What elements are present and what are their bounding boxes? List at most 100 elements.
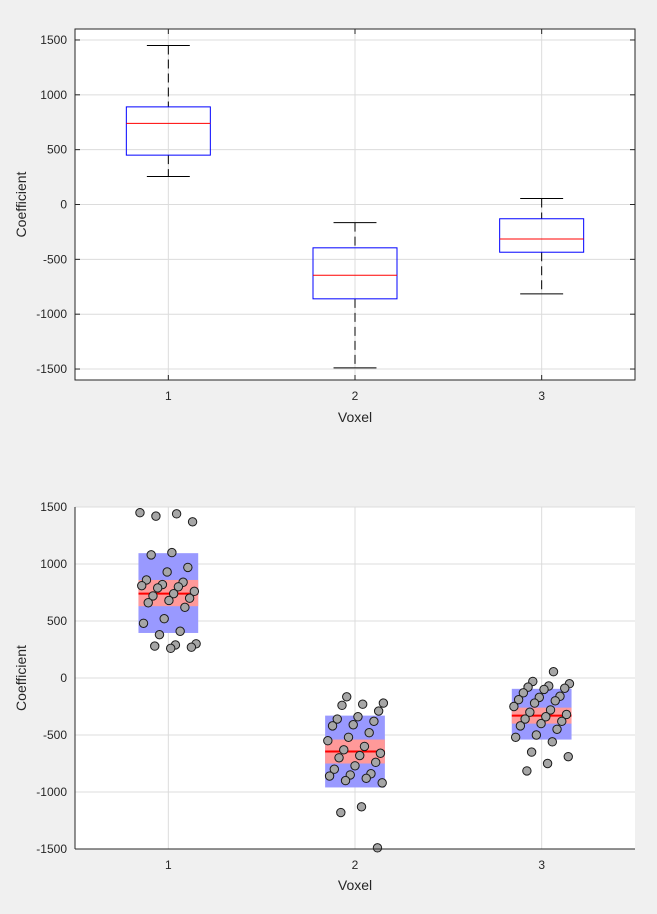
- data-point: [545, 705, 556, 715]
- data-point: [541, 712, 551, 722]
- data-point: [547, 737, 558, 747]
- tick-label-y: 500: [47, 143, 67, 157]
- data-point: [143, 598, 153, 608]
- data-point: [165, 643, 176, 654]
- data-point: [518, 688, 529, 698]
- data-point: [536, 718, 546, 729]
- data-point: [135, 508, 145, 518]
- data-point: [375, 748, 386, 758]
- tick-label-y: -1500: [36, 362, 67, 376]
- tick-label-y: -1000: [36, 307, 67, 321]
- data-point: [350, 761, 360, 771]
- data-point: [509, 701, 519, 712]
- data-point: [552, 724, 562, 734]
- tick-label-y: -1500: [36, 842, 67, 856]
- data-point: [353, 712, 363, 722]
- data-point: [340, 775, 351, 786]
- data-point: [542, 758, 553, 769]
- data-point: [548, 667, 559, 677]
- data-point: [343, 732, 354, 742]
- data-point: [563, 751, 573, 762]
- boxplot-chart: -1500 -1000 -500 0 500 1000 1500 1 2 3 Voxel Coef…: [13, 28, 636, 425]
- data-point: [513, 694, 524, 705]
- data-point: [355, 750, 365, 761]
- data-point: [175, 626, 185, 636]
- data-point: [525, 707, 535, 717]
- data-point: [520, 714, 530, 724]
- data-point: [529, 698, 540, 708]
- box-iqr: [312, 247, 398, 300]
- tick-label-x: 1: [165, 858, 172, 872]
- box-iqr: [125, 106, 211, 156]
- data-point: [337, 700, 347, 711]
- data-point: [557, 716, 567, 727]
- data-point: [357, 699, 368, 709]
- data-point: [377, 778, 387, 788]
- data-point: [186, 642, 197, 652]
- scatter-marks: [135, 508, 575, 853]
- data-point: [138, 618, 149, 628]
- data-point: [531, 730, 542, 740]
- data-point: [146, 550, 156, 560]
- data-point: [167, 547, 177, 558]
- box-iqr: [499, 218, 585, 253]
- data-point: [164, 595, 174, 606]
- data-point: [168, 588, 179, 599]
- data-point: [378, 698, 389, 708]
- data-point: [137, 580, 147, 591]
- tick-label-x: 2: [352, 858, 359, 872]
- scatter-chart: -1500 -1000 -500 0 500 1000 1500 1 2 3 Voxel Coef…: [13, 500, 635, 893]
- boxplot-marks: [125, 44, 585, 369]
- tick-label-y: -500: [43, 728, 67, 742]
- data-point: [329, 764, 340, 774]
- data-point: [180, 602, 190, 613]
- data-point: [560, 683, 570, 693]
- data-point: [324, 771, 335, 781]
- data-point: [327, 721, 338, 731]
- data-point: [373, 706, 384, 716]
- data-point: [152, 583, 163, 593]
- tick-label-x: 2: [352, 389, 359, 403]
- data-point: [187, 517, 198, 527]
- data-point: [162, 567, 172, 577]
- tick-label-y: 500: [47, 614, 67, 628]
- data-point: [173, 582, 184, 592]
- data-point: [348, 720, 358, 730]
- data-point: [171, 509, 182, 519]
- data-point: [189, 586, 200, 597]
- data-point: [151, 511, 161, 521]
- boxplot-y-axis-label: Coefficient: [13, 171, 29, 237]
- data-point: [526, 747, 537, 757]
- data-point: [336, 807, 346, 818]
- tick-label-y: 0: [60, 198, 67, 212]
- scatter-y-axis-label: Coefficient: [13, 645, 29, 711]
- data-point: [159, 614, 169, 624]
- tick-label-x: 1: [165, 389, 172, 403]
- data-point: [154, 629, 165, 640]
- data-point: [550, 696, 560, 706]
- tick-label-y: -500: [43, 252, 67, 266]
- data-point: [332, 714, 342, 724]
- scatter-x-axis-label: Voxel: [338, 877, 372, 893]
- data-point: [361, 773, 371, 784]
- data-point: [370, 757, 381, 768]
- tick-label-y: 0: [60, 671, 67, 685]
- boxplot-tick-labels: -1500 -1000 -500 0 500 1000 1500 1 2 3: [36, 29, 635, 403]
- data-point: [364, 728, 374, 738]
- data-point: [359, 741, 370, 752]
- data-point: [323, 736, 333, 746]
- tick-label-y: 1500: [40, 500, 67, 514]
- data-point: [356, 802, 367, 812]
- tick-label-y: 1000: [40, 557, 67, 571]
- tick-label-x: 3: [538, 858, 545, 872]
- tick-label-x: 3: [538, 389, 545, 403]
- data-point: [183, 562, 193, 573]
- data-point: [334, 753, 344, 763]
- data-point: [369, 716, 379, 727]
- data-point: [148, 591, 158, 601]
- scatter-tick-labels: -1500 -1000 -500 0 500 1000 1500 1 2 3: [36, 500, 545, 872]
- tick-label-y: -1000: [36, 785, 67, 799]
- data-point: [150, 641, 160, 651]
- tick-label-y: 1000: [40, 88, 67, 102]
